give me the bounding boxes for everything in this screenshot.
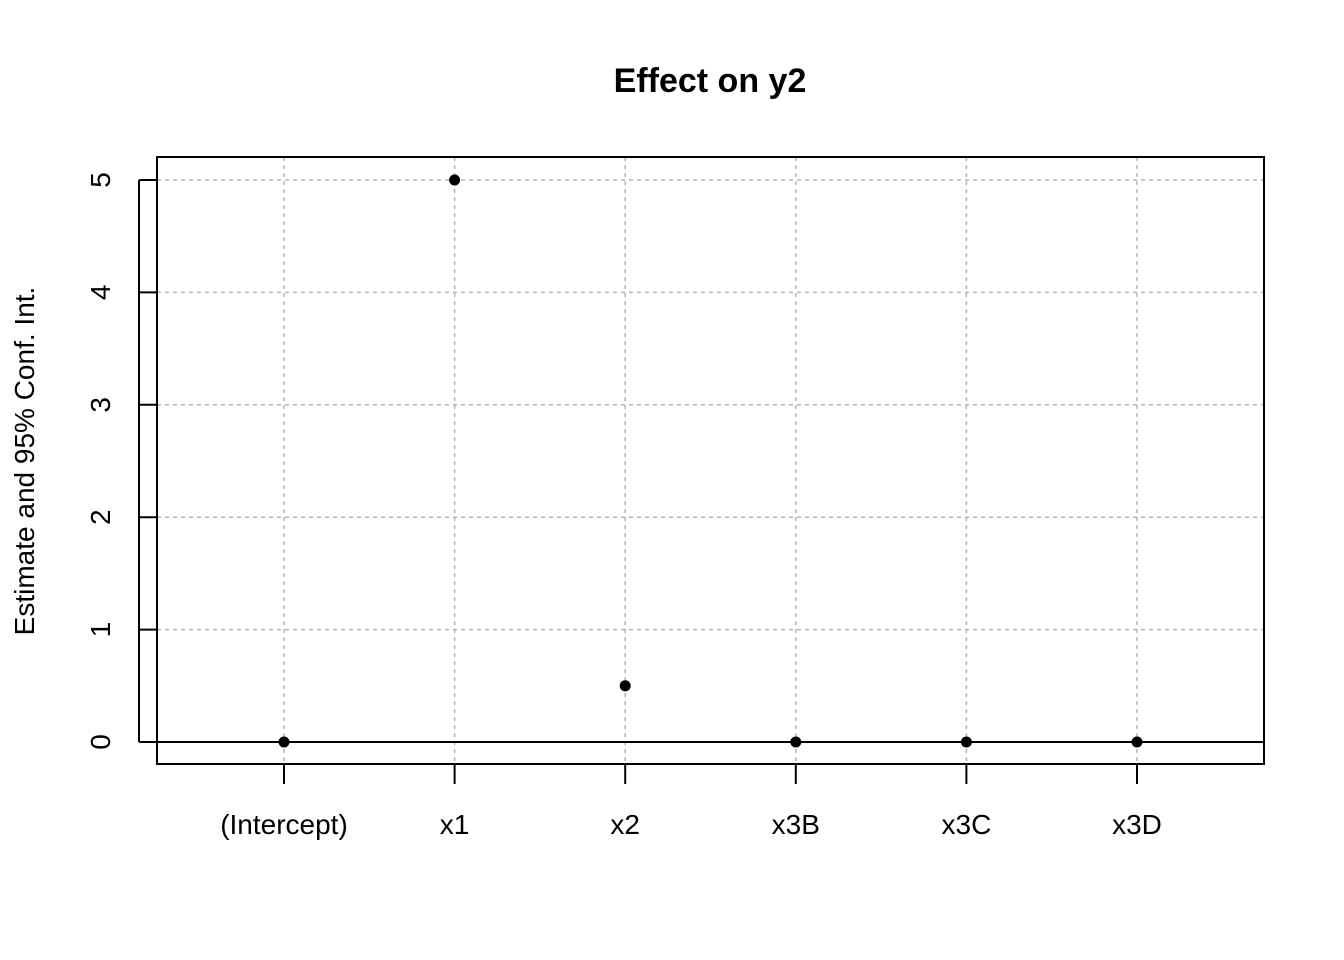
data-points-layer <box>278 174 1143 748</box>
data-point <box>960 736 972 748</box>
y-tick-label: 2 <box>85 509 116 525</box>
data-point <box>790 736 802 748</box>
grid-layer <box>157 157 1264 764</box>
plot-frame <box>156 156 1265 765</box>
x-tick-label: x3D <box>1112 809 1162 840</box>
x-tick-label: x3B <box>772 809 820 840</box>
data-point <box>449 174 461 186</box>
y-axis: 0 1 2 3 4 5 <box>85 172 157 750</box>
y-tick-label: 4 <box>85 285 116 301</box>
y-axis-label: Estimate and 95% Conf. Int. <box>9 287 40 636</box>
y-tick-label: 1 <box>85 622 116 638</box>
data-point <box>619 680 631 692</box>
x-tick-label: x3C <box>942 809 992 840</box>
data-point <box>1131 736 1143 748</box>
y-tick-label: 5 <box>85 172 116 188</box>
chart-title: Effect on y2 <box>614 62 807 100</box>
x-tick-label: x1 <box>440 809 470 840</box>
y-tick-label: 3 <box>85 397 116 413</box>
y-tick-label: 0 <box>85 734 116 750</box>
x-tick-label: x2 <box>610 809 640 840</box>
x-tick-label: (Intercept) <box>220 809 348 840</box>
data-point <box>278 736 290 748</box>
x-axis: (Intercept) x1 x2 x3B x3C x3D <box>220 763 1162 840</box>
